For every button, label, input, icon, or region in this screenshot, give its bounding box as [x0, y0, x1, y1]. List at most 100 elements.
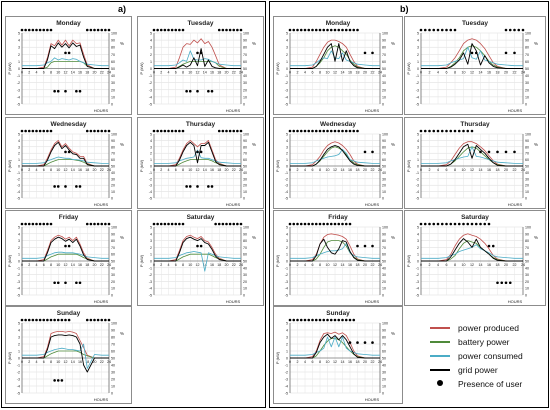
presence-dot — [49, 222, 53, 226]
x-tick-label: 10 — [56, 71, 60, 75]
presence-dot — [303, 129, 307, 133]
presence-dot — [217, 129, 221, 133]
presence-dot — [352, 28, 356, 32]
x-tick-label: 20 — [504, 168, 508, 172]
presence-dot — [445, 129, 448, 133]
y2-tick-label: 20 — [382, 88, 386, 92]
y-tick-label: -5 — [17, 392, 20, 396]
x-tick-label: 12 — [333, 263, 337, 267]
presence-dot — [167, 222, 170, 226]
presence-dot — [75, 185, 78, 188]
x-tick-label: 6 — [175, 168, 177, 172]
chart-title: Thursday — [186, 121, 216, 128]
y2-tick-label: 30 — [243, 177, 247, 181]
y2-tick-label: 60 — [111, 158, 115, 162]
y-tick-label: 3 — [18, 46, 20, 50]
presence-dot — [352, 318, 356, 322]
x-tick-label: 10 — [56, 168, 60, 172]
x-tick-label: 16 — [78, 71, 82, 75]
x-tick-label: 8 — [182, 263, 184, 267]
y2-tick-label: 60 — [382, 253, 386, 257]
y2-axis-label: % — [120, 142, 124, 147]
y-axis-label: P (kW) — [406, 62, 411, 75]
y-tick-label: -2 — [285, 177, 288, 181]
y-tick-label: 3 — [18, 145, 20, 149]
series-line-grid — [290, 333, 380, 359]
x-tick-label: 22 — [232, 71, 236, 75]
chart-title: Wednesday — [320, 121, 356, 128]
y2-tick-label: 40 — [243, 171, 247, 175]
x-tick-label: 24 — [378, 168, 382, 172]
presence-dot — [436, 28, 440, 32]
x-tick-label: 18 — [356, 71, 360, 75]
y2-tick-label: 70 — [243, 246, 247, 250]
chart-title: Thursday — [460, 121, 490, 128]
y2-tick-label: 70 — [111, 246, 115, 250]
presence-dot — [53, 281, 56, 285]
x-tick-label: 2 — [160, 168, 162, 172]
presence-dot — [239, 28, 243, 32]
y-tick-label: 0 — [417, 260, 419, 264]
y-tick-label: -3 — [17, 378, 20, 382]
y2-tick-label: 0 — [243, 197, 245, 201]
y2-axis-label: % — [391, 235, 395, 240]
x-tick-label: 8 — [50, 360, 52, 364]
chart-svg: Sunday543210-1-2-3-4-5100908070605040302… — [7, 310, 124, 402]
y2-tick-label: 40 — [243, 266, 247, 270]
x-tick-label: 20 — [504, 263, 508, 267]
presence-dot — [35, 28, 38, 32]
y2-tick-label: 50 — [111, 67, 115, 71]
y2-tick-label: 0 — [525, 294, 527, 298]
x-tick-label: 4 — [437, 168, 439, 172]
presence-dot — [174, 28, 178, 32]
y-tick-label: 2 — [18, 152, 20, 156]
y-tick-label: 3 — [150, 239, 152, 243]
x-tick-label: 8 — [454, 71, 456, 75]
chart-panel-a-friday: Friday 5 4 3 2 1 0 -1 -2 -3 -4 -5 100 90 80 70 60 50 40 30 2… — [5, 210, 132, 306]
y2-tick-label: 50 — [111, 165, 115, 169]
x-axis-label: HOURS — [94, 108, 109, 113]
x-tick-label: 24 — [521, 168, 525, 172]
presence-dot — [449, 129, 453, 133]
series-line-grid — [290, 145, 380, 167]
y2-tick-label: 90 — [111, 139, 115, 143]
chart-svg: Saturday543210-1-2-3-4-51009080706050403… — [406, 214, 538, 304]
presence-dot — [453, 222, 457, 226]
chart-svg: Friday543210-1-2-3-4-5100908070605040302… — [275, 214, 395, 304]
presence-dot — [292, 28, 296, 32]
presence-dot — [104, 222, 107, 226]
y2-tick-label: 50 — [382, 260, 386, 264]
y2-tick-label: 20 — [243, 88, 247, 92]
presence-dot — [449, 222, 453, 226]
x-tick-label: 22 — [100, 71, 104, 75]
presence-dot — [348, 341, 352, 344]
presence-dot — [508, 28, 512, 32]
presence-dot — [333, 318, 337, 322]
presence-dot — [42, 129, 46, 133]
presence-dot — [27, 318, 31, 322]
y-tick-label: 1 — [417, 158, 419, 162]
presence-dot — [167, 129, 170, 133]
presence-dot — [344, 129, 348, 133]
presence-dot — [303, 28, 307, 32]
x-tick-label: 24 — [239, 168, 243, 172]
y2-tick-label: 100 — [525, 32, 531, 36]
series-line-produced — [22, 39, 109, 69]
presence-dot — [329, 28, 333, 32]
y-tick-label: -1 — [17, 266, 20, 270]
presence-dot — [159, 222, 163, 226]
presence-dot — [432, 222, 436, 226]
x-tick-label: 0 — [21, 71, 23, 75]
y-tick-label: -2 — [17, 81, 20, 85]
series-line-grid — [22, 236, 109, 262]
presence-dot — [56, 318, 60, 322]
y2-tick-label: 30 — [111, 81, 115, 85]
y-tick-label: -2 — [17, 177, 20, 181]
presence-dot — [196, 150, 199, 154]
y2-tick-label: 90 — [111, 329, 115, 333]
presence-dot — [20, 222, 24, 226]
x-tick-label: 6 — [175, 71, 177, 75]
chart-panel-a-thursday: Thursday 5 4 3 2 1 0 -1 -2 -3 -4 -5 100 90 80 70 60 50 40 3… — [137, 117, 264, 209]
y-tick-label: -5 — [416, 197, 419, 201]
presence-dot — [20, 318, 24, 322]
